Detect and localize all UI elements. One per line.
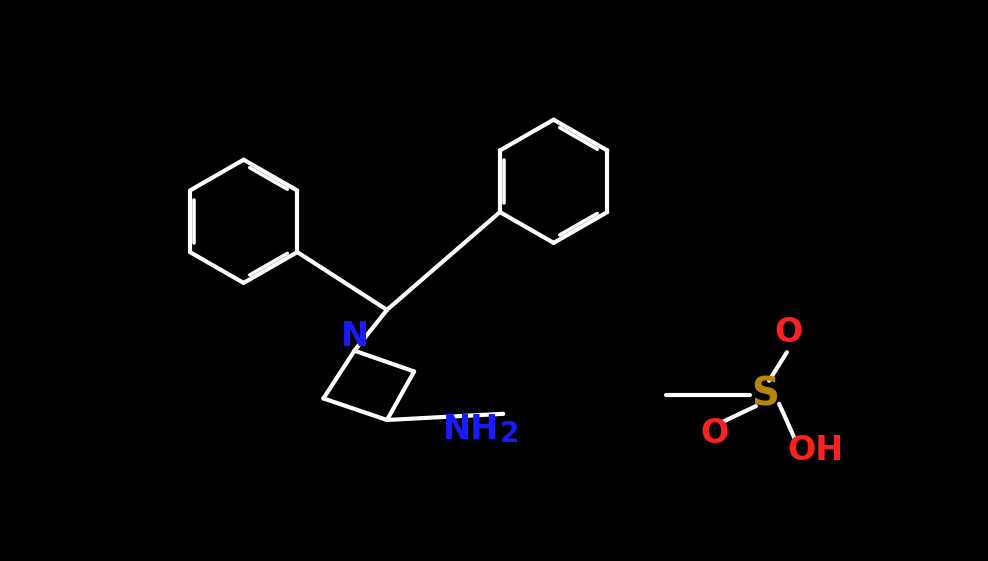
Text: 2: 2: [500, 420, 519, 448]
Text: OH: OH: [787, 434, 844, 467]
Text: O: O: [700, 417, 728, 450]
Text: S: S: [751, 375, 780, 413]
Text: O: O: [775, 316, 802, 349]
Text: N: N: [341, 320, 369, 353]
Text: NH: NH: [444, 413, 499, 446]
